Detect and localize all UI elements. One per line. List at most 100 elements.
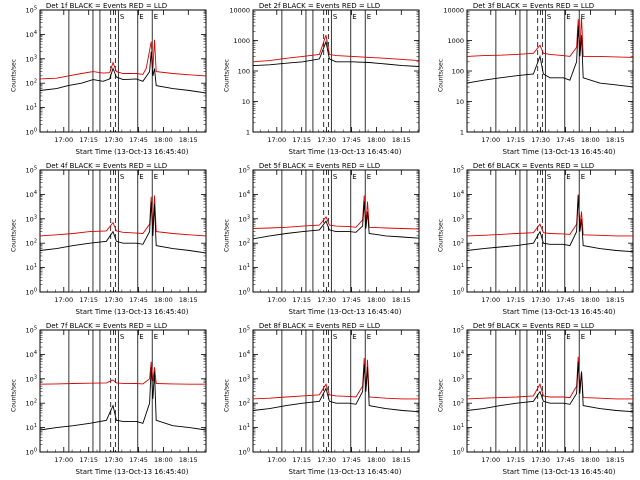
x-tick-label: 17:30 xyxy=(531,296,550,304)
marker-letter: E xyxy=(154,333,158,341)
chart-panel-det-7: 100 101 102 103 104 105 17:00 17:15 17:30 17:45 18… xyxy=(0,320,213,480)
marker-letter: E xyxy=(566,173,570,181)
marker-letter: S xyxy=(547,173,552,181)
x-tick-label: 17:00 xyxy=(481,456,500,464)
y-tick-label: 1000 xyxy=(233,37,250,45)
x-tick-label: 18:00 xyxy=(154,136,173,144)
y-tick-label: 100 xyxy=(239,288,250,297)
chart-svg: 100 101 102 103 104 105 17:00 17:15 17:30 17:45 18… xyxy=(239,326,420,464)
x-tick-label: 18:15 xyxy=(392,456,411,464)
y-tick-label: 101 xyxy=(453,423,464,432)
x-tick-label: 17:15 xyxy=(292,456,311,464)
x-tick-label: 18:00 xyxy=(367,296,386,304)
x-tick-label: 18:15 xyxy=(179,136,198,144)
y-tick-label: 104 xyxy=(453,350,464,359)
marker-letter: E xyxy=(367,173,371,181)
chart-svg: 1 10 100 1000 10000 17:00 17:15 17:30 17:45 18:00… xyxy=(229,7,420,144)
marker-letter: S xyxy=(547,13,552,21)
y-tick-label: 102 xyxy=(239,239,250,248)
y-axis-label: Counts/sec xyxy=(437,58,445,93)
marker-letter: E xyxy=(581,173,585,181)
marker-letter: S xyxy=(120,13,125,21)
y-tick-label: 104 xyxy=(26,30,37,39)
chart-panel-det-9: 100 101 102 103 104 105 17:00 17:15 17:30 17:45 18… xyxy=(427,320,640,480)
chart-svg: 100 101 102 103 104 105 17:00 17:15 17:30 17:45 18… xyxy=(26,6,207,144)
y-tick-label: 101 xyxy=(26,263,37,272)
series-lld-line xyxy=(39,39,207,80)
y-tick-label: 105 xyxy=(453,326,464,335)
marker-letter: S xyxy=(120,333,125,341)
marker-letter: E xyxy=(139,173,143,181)
series-lld-line xyxy=(39,195,207,237)
y-axis-label: Counts/sec xyxy=(223,378,231,413)
x-tick-label: 17:00 xyxy=(267,136,286,144)
marker-letter: E xyxy=(352,333,356,341)
x-tick-label: 17:15 xyxy=(292,136,311,144)
y-tick-label: 103 xyxy=(239,214,250,223)
x-axis-label: Start Time (13-Oct-13 16:45:40) xyxy=(288,308,402,316)
plot-frame xyxy=(252,169,420,293)
y-tick-label: 105 xyxy=(239,166,250,175)
marker-letter: S xyxy=(120,173,125,181)
chart-title: Det 1f BLACK = Events RED = LLD xyxy=(45,2,168,10)
y-tick-label: 100 xyxy=(452,68,464,76)
marker-letter: E xyxy=(367,13,371,21)
chart-title: Det 8f BLACK = Events RED = LLD xyxy=(258,322,381,330)
x-tick-label: 17:30 xyxy=(317,456,336,464)
x-tick-label: 17:45 xyxy=(556,136,575,144)
x-axis-label: Start Time (13-Oct-13 16:45:40) xyxy=(502,148,616,156)
y-tick-label: 104 xyxy=(239,350,250,359)
y-tick-label: 103 xyxy=(26,374,37,383)
y-tick-label: 101 xyxy=(239,263,250,272)
x-tick-label: 17:00 xyxy=(481,136,500,144)
y-tick-label: 101 xyxy=(26,423,37,432)
x-tick-label: 17:15 xyxy=(79,456,98,464)
y-tick-label: 104 xyxy=(239,190,250,199)
marker-letter: E xyxy=(139,13,143,21)
y-tick-label: 100 xyxy=(26,288,37,297)
y-tick-label: 104 xyxy=(26,350,37,359)
chart-svg: 1 10 100 1000 10000 17:00 17:15 17:30 17:45 18:00… xyxy=(443,7,634,144)
plot-frame xyxy=(252,9,420,133)
marker-letter: E xyxy=(581,13,585,21)
marker-letter: E xyxy=(154,13,158,21)
x-tick-label: 18:00 xyxy=(367,456,386,464)
y-tick-label: 10 xyxy=(242,98,250,106)
x-tick-label: 17:00 xyxy=(481,296,500,304)
chart-title: Det 7f BLACK = Events RED = LLD xyxy=(45,322,168,330)
plot-frame xyxy=(39,329,207,453)
chart-svg: 100 101 102 103 104 105 17:00 17:15 17:30 17:45 18… xyxy=(453,326,634,464)
y-tick-label: 105 xyxy=(26,166,37,175)
y-tick-label: 100 xyxy=(453,448,464,457)
x-axis-label: Start Time (13-Oct-13 16:45:40) xyxy=(75,148,189,156)
x-axis-label: Start Time (13-Oct-13 16:45:40) xyxy=(502,468,616,476)
y-tick-label: 105 xyxy=(453,166,464,175)
plot-frame xyxy=(466,329,634,453)
chart-panel-det-5: 100 101 102 103 104 105 17:00 17:15 17:30 17:45 18… xyxy=(213,160,426,320)
x-tick-label: 17:15 xyxy=(79,136,98,144)
chart-panel-det-2: 1 10 100 1000 10000 17:00 17:15 17:30 17:45 18:00… xyxy=(213,0,426,160)
y-tick-label: 100 xyxy=(453,288,464,297)
y-tick-label: 100 xyxy=(239,448,250,457)
y-tick-label: 103 xyxy=(26,214,37,223)
x-tick-label: 18:00 xyxy=(154,456,173,464)
y-tick-label: 10 xyxy=(456,98,464,106)
marker-letter: S xyxy=(333,13,338,21)
plot-frame xyxy=(252,329,420,453)
marker-letter: E xyxy=(154,173,158,181)
y-tick-label: 102 xyxy=(26,239,37,248)
x-tick-label: 17:30 xyxy=(317,136,336,144)
y-tick-label: 101 xyxy=(239,423,250,432)
plot-frame xyxy=(39,9,207,133)
y-tick-label: 105 xyxy=(239,326,250,335)
chart-panel-det-1: 100 101 102 103 104 105 17:00 17:15 17:30 17:45 18… xyxy=(0,0,213,160)
x-axis-label: Start Time (13-Oct-13 16:45:40) xyxy=(288,148,402,156)
y-tick-label: 102 xyxy=(453,239,464,248)
y-tick-label: 104 xyxy=(26,190,37,199)
series-events-line xyxy=(466,361,634,413)
series-lld-line xyxy=(466,16,634,58)
x-tick-label: 18:00 xyxy=(367,136,386,144)
y-tick-label: 101 xyxy=(453,263,464,272)
y-tick-label: 10000 xyxy=(229,7,250,15)
